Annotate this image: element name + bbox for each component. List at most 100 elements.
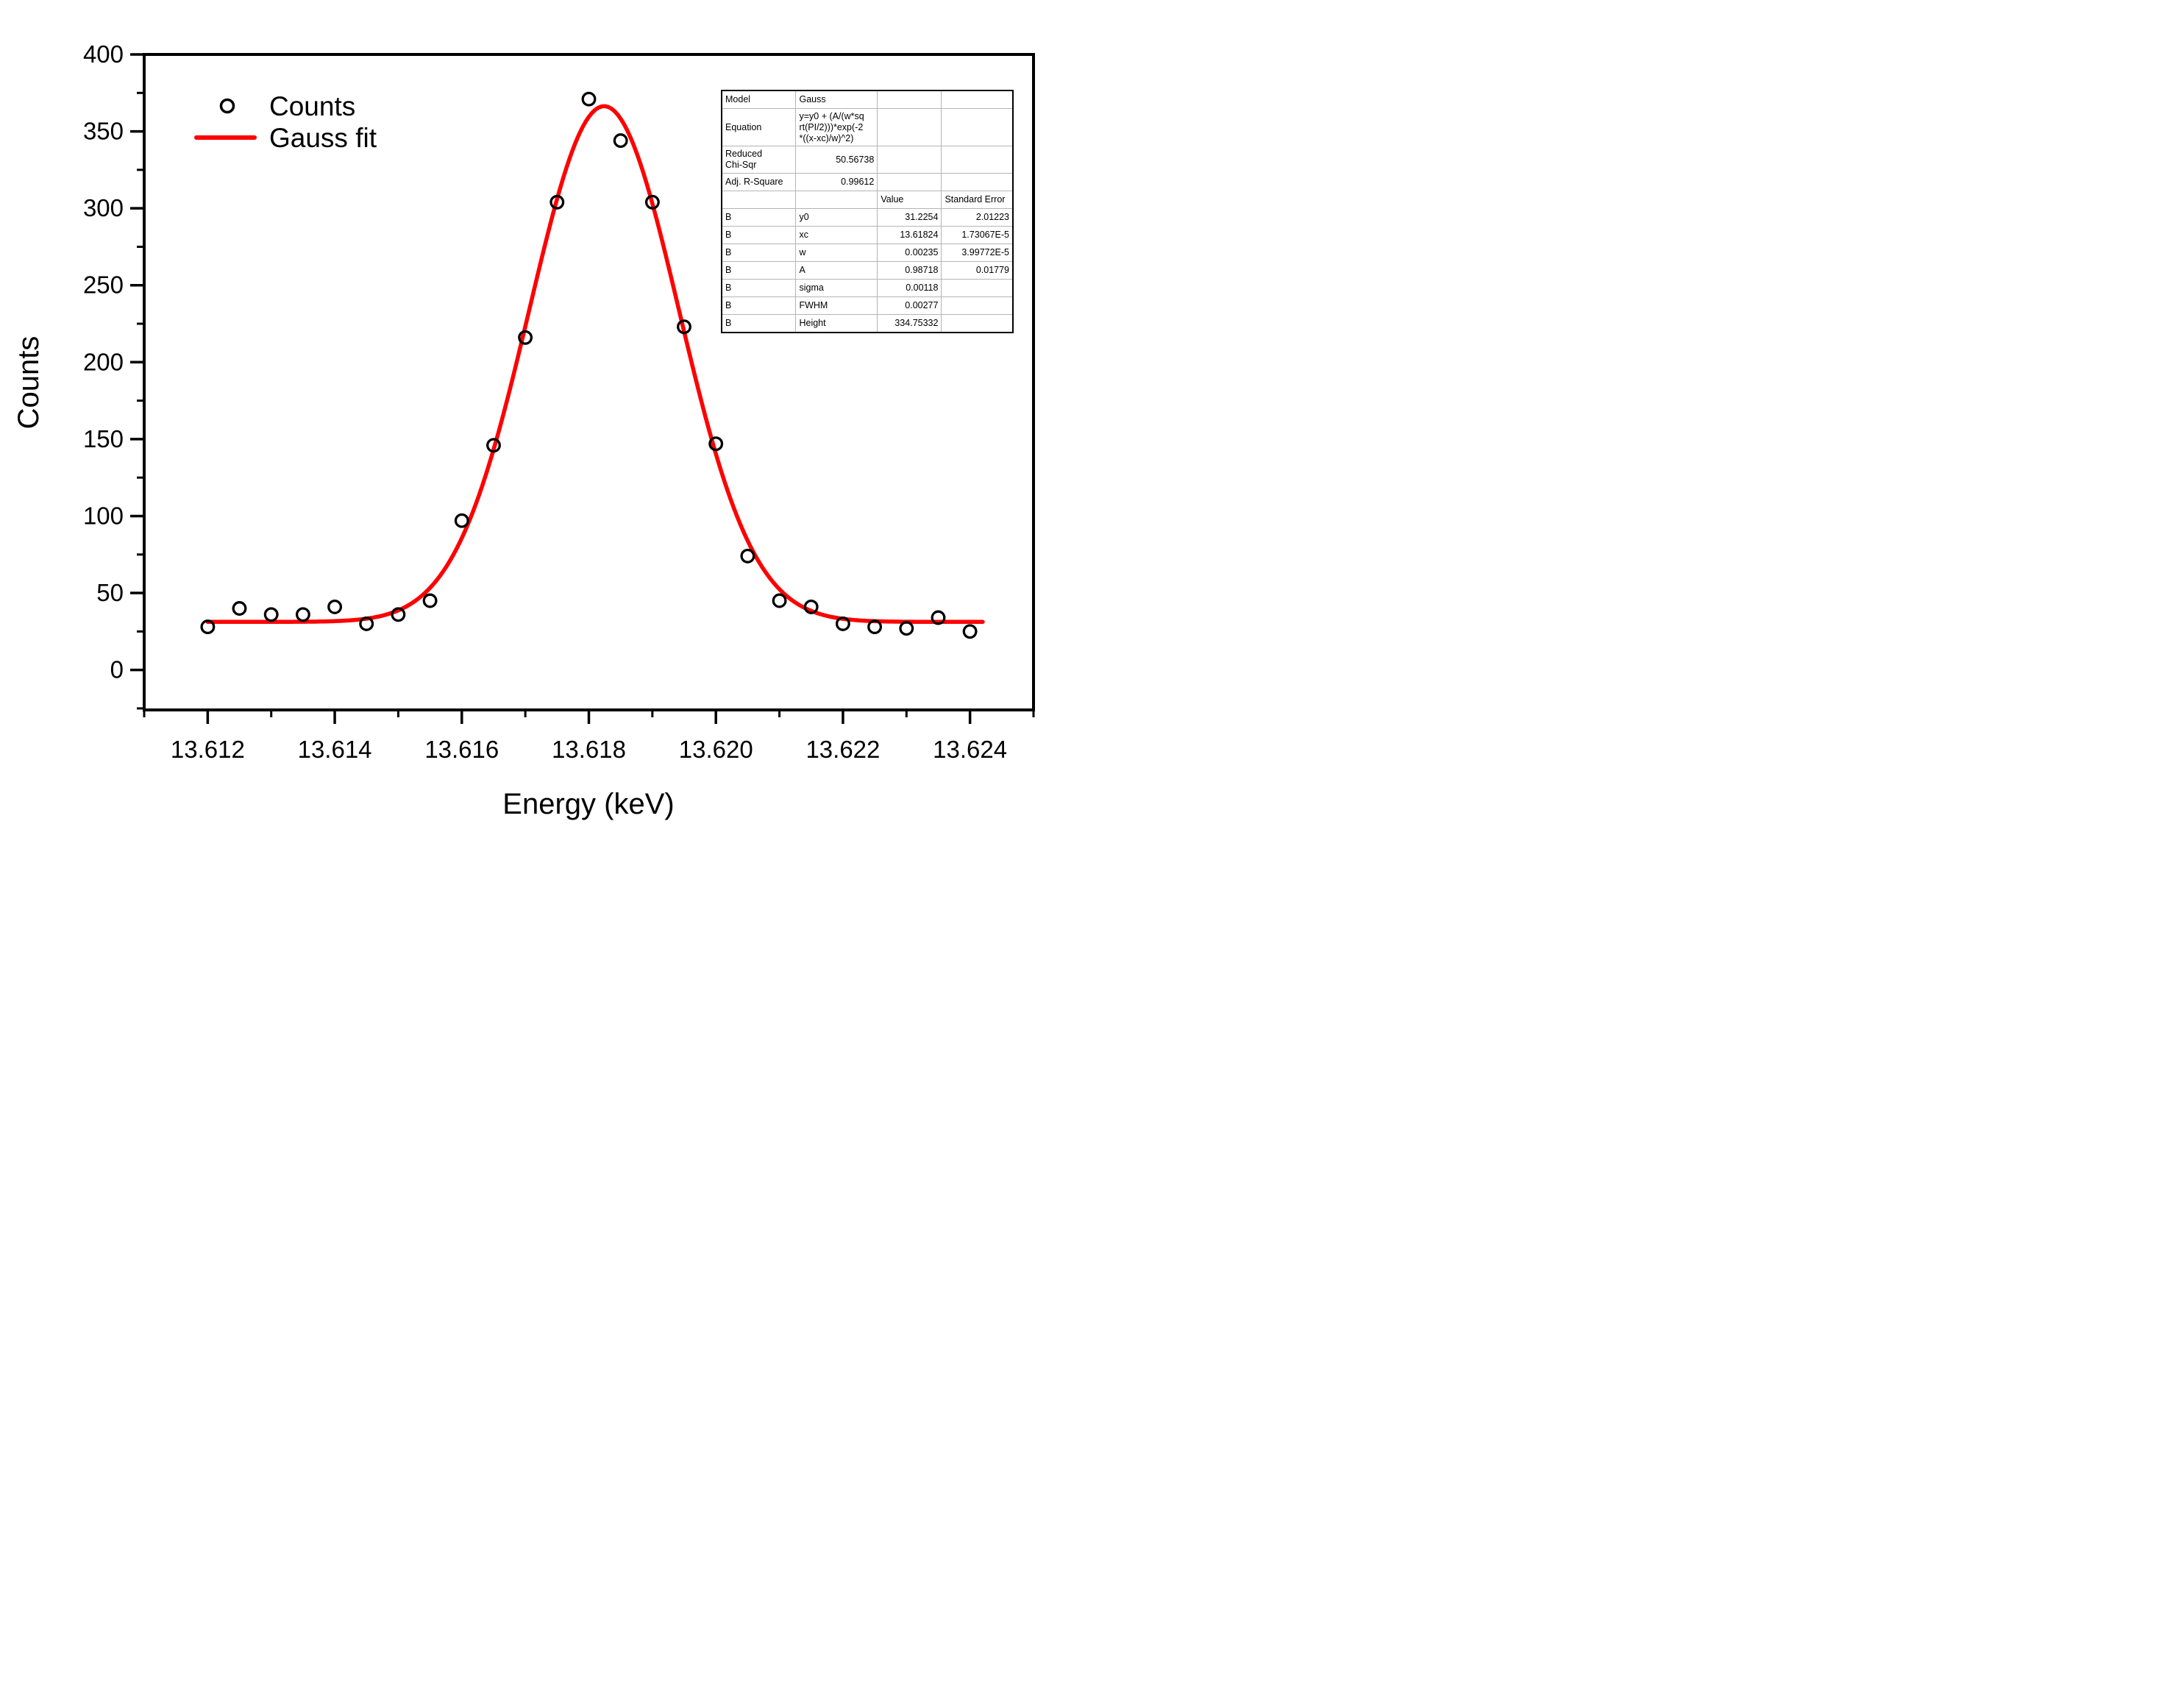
- fit-table-cell: B: [721, 278, 797, 297]
- fit-table-cell: [941, 172, 1014, 191]
- fit-table-cell: 1.73067E-5: [941, 225, 1014, 244]
- fit-table-cell: B: [721, 260, 797, 280]
- fit-table-cell: [877, 107, 942, 147]
- fit-table-cell: 2.01223: [941, 207, 1014, 227]
- y-axis-title: Counts: [13, 336, 45, 430]
- data-point: [422, 593, 438, 608]
- y-tick-label: 0: [110, 656, 124, 683]
- plot-canvas: 13.612 13.614 13.616 13.618 13.620 13.622 13.6…: [13, 40, 1035, 820]
- fit-table-cell: 0.98718: [877, 260, 942, 280]
- fit-table-cell: [941, 313, 1014, 333]
- x-tick-label: 13.614: [298, 736, 372, 763]
- x-tick-label: 13.616: [424, 736, 499, 763]
- fit-table-cell: Model: [721, 90, 797, 109]
- data-point: [644, 194, 660, 210]
- fit-table-cell: [877, 172, 942, 191]
- data-point: [359, 616, 374, 631]
- fit-table-row: Reduced Chi-Sqr 50.56738: [721, 146, 1014, 174]
- data-point: [708, 436, 724, 452]
- fit-table-cell: B: [721, 243, 797, 262]
- data-point: [549, 194, 565, 210]
- data-point: [740, 548, 755, 564]
- data-point: [867, 619, 883, 635]
- fit-table-cell: [941, 107, 1014, 147]
- fit-results-table: Model Gauss Equation y=y0 + (A/(w*sq rt(PI/…: [721, 90, 1014, 333]
- fit-table-cell: 0.00277: [877, 296, 942, 315]
- data-point: [232, 601, 247, 616]
- fit-table-cell: [877, 90, 942, 109]
- fit-table-cell: B: [721, 296, 797, 315]
- data-point: [613, 133, 628, 149]
- data-point: [772, 593, 787, 608]
- fit-table-cell: y=y0 + (A/(w*sq rt(PI/2)))*exp(-2 *((x-x…: [795, 107, 878, 147]
- data-point: [295, 607, 310, 622]
- data-point: [803, 599, 819, 614]
- fit-table-cell: Standard Error: [941, 190, 1014, 209]
- legend-marker-counts: [219, 98, 235, 114]
- fit-table-cell: [795, 190, 878, 209]
- y-tick-label: 150: [83, 425, 124, 452]
- data-point: [327, 599, 343, 614]
- y-tick-label: 400: [83, 40, 124, 68]
- fit-table-cell: Height: [795, 313, 878, 333]
- fit-table-cell: 50.56738: [795, 146, 878, 174]
- y-tick-label: 350: [83, 118, 124, 145]
- fit-table-cell: xc: [795, 225, 878, 244]
- x-tick-label: 13.620: [679, 736, 753, 763]
- chart-container: 13.612 13.614 13.616 13.618 13.620 13.622 13.6…: [0, 0, 1092, 842]
- fit-table-cell: FWHM: [795, 296, 878, 315]
- fit-table-row: Model Gauss: [721, 90, 1014, 109]
- fit-table-cell: B: [721, 207, 797, 227]
- data-point: [931, 610, 946, 625]
- fit-table-row: B Height 334.75332: [721, 313, 1014, 333]
- fit-table-cell: [941, 90, 1014, 109]
- fit-table-cell: 0.99612: [795, 172, 878, 191]
- fit-table-cell: w: [795, 243, 878, 262]
- fit-table-cell: B: [721, 225, 797, 244]
- x-tick-label: 13.612: [171, 736, 245, 763]
- fit-table-row: B FWHM 0.00277: [721, 296, 1014, 315]
- fit-table-cell: Value: [877, 190, 942, 209]
- data-point: [899, 621, 914, 636]
- data-point: [962, 624, 978, 639]
- fit-table-cell: 0.00235: [877, 243, 942, 262]
- data-point: [391, 607, 406, 622]
- y-tick-label: 100: [83, 502, 124, 529]
- data-point: [486, 438, 501, 453]
- fit-table-cell: 334.75332: [877, 313, 942, 333]
- data-point: [677, 319, 691, 335]
- data-point: [263, 607, 279, 622]
- fit-table-cell: y0: [795, 207, 878, 227]
- fit-table-cell: A: [795, 260, 878, 280]
- legend-label-counts: Counts: [269, 91, 355, 121]
- y-tick-label: 250: [83, 271, 124, 299]
- data-point: [581, 91, 597, 107]
- fit-table-cell: [877, 146, 942, 174]
- axes-layer: 13.612 13.614 13.616 13.618 13.620 13.622 13.6…: [83, 40, 1035, 763]
- data-point: [200, 619, 216, 635]
- y-tick-label: 300: [83, 194, 124, 221]
- fit-table-row: Equation y=y0 + (A/(w*sq rt(PI/2)))*exp(-…: [721, 107, 1014, 147]
- x-axis-title: Energy (keV): [502, 788, 674, 820]
- data-point: [835, 616, 850, 631]
- fit-table-cell: [941, 296, 1014, 315]
- fit-table-cell: 0.01779: [941, 260, 1014, 280]
- fit-table-cell: 13.61824: [877, 225, 942, 244]
- fit-table-cell: 3.99772E-5: [941, 243, 1014, 262]
- fit-table-row: Value Standard Error: [721, 190, 1014, 209]
- series-layer: [200, 91, 985, 639]
- fit-table-cell: Adj. R-Square: [721, 172, 797, 191]
- fit-table-cell: [941, 146, 1014, 174]
- x-tick-label: 13.618: [552, 736, 626, 763]
- data-point: [454, 513, 469, 528]
- fit-table-cell: 31.2254: [877, 207, 942, 227]
- fit-table-cell: Reduced Chi-Sqr: [721, 146, 797, 174]
- fit-table-cell: Equation: [721, 107, 797, 147]
- fit-table-cell: sigma: [795, 278, 878, 297]
- fit-table-row: Adj. R-Square 0.99612: [721, 172, 1014, 191]
